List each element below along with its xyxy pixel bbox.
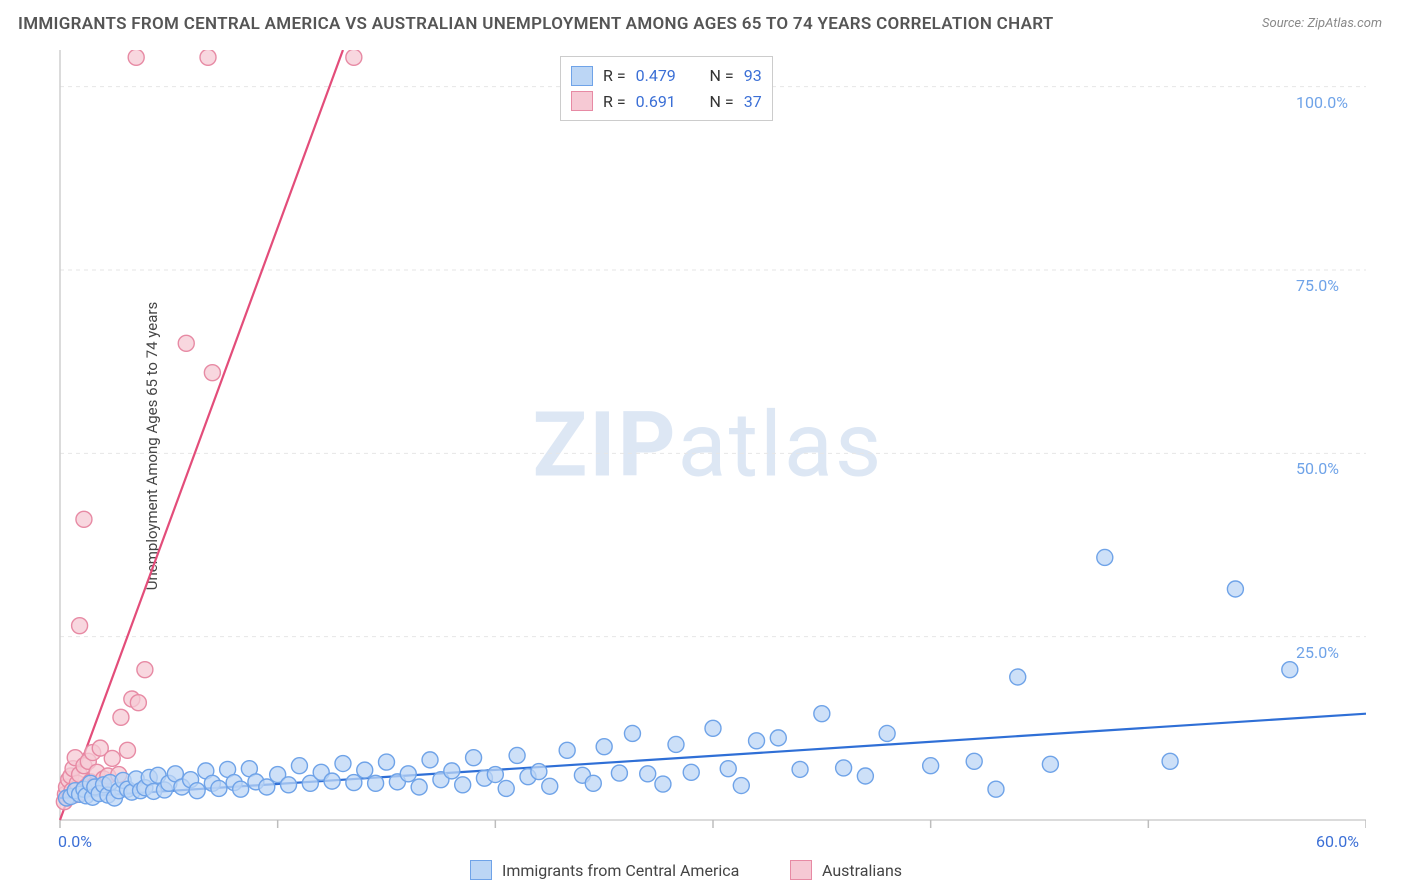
legend-n-value: 93 [744, 63, 762, 89]
legend-n-label: N = [702, 89, 734, 115]
legend-swatch [571, 91, 593, 111]
y-tick-label: 75.0% [1296, 276, 1339, 295]
legend-series-label: Immigrants from Central America [502, 861, 739, 880]
y-tick-label: 50.0% [1296, 459, 1339, 478]
y-tick-label: 25.0% [1296, 643, 1339, 662]
source-prefix: Source: [1262, 16, 1307, 31]
chart-title: IMMIGRANTS FROM CENTRAL AMERICA VS AUSTR… [18, 14, 1054, 34]
legend-stat-row: R = 0.479 N = 93 [571, 63, 762, 89]
scatter-plot: ZIPatlas [50, 50, 1366, 840]
legend-r-value: 0.691 [636, 89, 692, 115]
legend-series: Australians [790, 860, 902, 880]
source-name: ZipAtlas.com [1307, 16, 1382, 31]
legend-swatch [790, 860, 812, 880]
legend-stat-row: R = 0.691 N = 37 [571, 89, 762, 115]
legend-n-label: N = [702, 63, 734, 89]
legend-series: Immigrants from Central America [470, 860, 739, 880]
chart-canvas [50, 50, 1366, 840]
source-credit: Source: ZipAtlas.com [1262, 16, 1382, 31]
legend-series-label: Australians [822, 861, 902, 880]
x-tick-label: 0.0% [58, 832, 92, 851]
legend-r-value: 0.479 [636, 63, 692, 89]
legend-stats-box: R = 0.479 N = 93R = 0.691 N = 37 [560, 56, 773, 121]
legend-swatch [571, 66, 593, 86]
y-tick-label: 100.0% [1296, 93, 1348, 112]
legend-swatch [470, 860, 492, 880]
x-tick-label: 60.0% [1316, 832, 1359, 851]
legend-r-label: R = [603, 63, 626, 89]
legend-r-label: R = [603, 89, 626, 115]
legend-n-value: 37 [744, 89, 762, 115]
